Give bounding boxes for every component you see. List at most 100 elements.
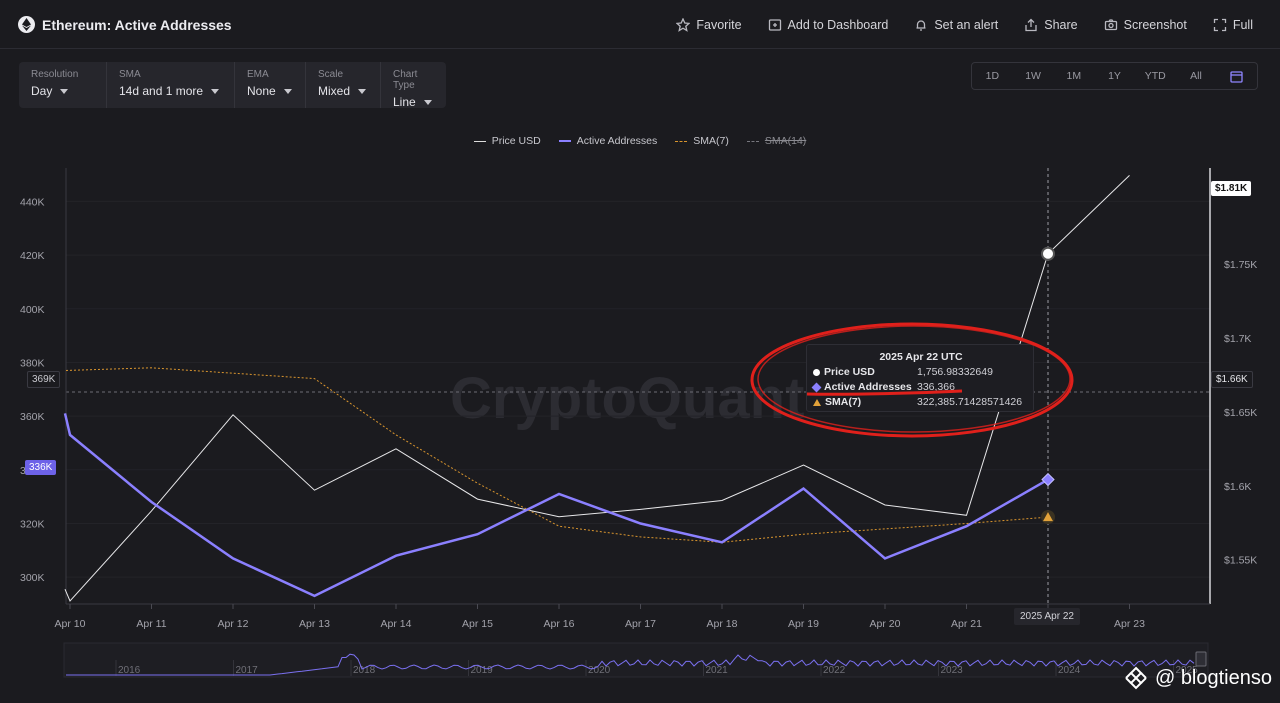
- range-1d[interactable]: 1D: [985, 70, 1000, 82]
- tooltip-row-active-addresses: Active Addresses 336,366: [811, 380, 1033, 394]
- legend-active-addresses[interactable]: Active Addresses: [558, 135, 658, 147]
- chevron-down-icon: [423, 99, 432, 105]
- axes: 300K320K340K360K380K400K420K440K$1.55K$1…: [20, 168, 1257, 605]
- chart-type-label: Chart Type: [393, 69, 418, 91]
- x-tick-label: Apr 15: [462, 618, 493, 630]
- range-1w[interactable]: 1W: [1025, 70, 1041, 82]
- share-label: Share: [1044, 17, 1078, 32]
- legend-swatch: [473, 140, 486, 142]
- screenshot-button[interactable]: Screenshot: [1091, 0, 1200, 49]
- x-tick-label: Apr 19: [788, 618, 819, 630]
- tooltip-row-price: Price USD 1,756.98332649: [813, 365, 1033, 379]
- legend-label: Active Addresses: [576, 135, 658, 147]
- active-addresses-left-badge: 336K: [25, 460, 57, 475]
- chart-controls: Resolution Day SMA 14d and 1 more EMA No…: [19, 62, 446, 109]
- tooltip-date: 2025 Apr 22 UTC: [879, 351, 963, 363]
- x-tick-label: Apr 21: [951, 618, 982, 630]
- navigator-year-label: 2022: [823, 665, 846, 676]
- scale-select[interactable]: Scale Mixed: [306, 62, 381, 108]
- y-right-tick-label: $1.65K: [1224, 407, 1257, 419]
- legend-label: Price USD: [491, 135, 541, 147]
- legend-sma14[interactable]: SMA(14): [746, 135, 807, 147]
- tooltip-row-sma7: SMA(7) 322,385.71428571426: [813, 395, 1033, 409]
- navigator-year-label: 2024: [1058, 665, 1081, 676]
- chart-legend: Price USD Active Addresses SMA(7) SMA(14…: [0, 135, 1280, 147]
- legend-swatch: [558, 140, 571, 142]
- legend-price-usd[interactable]: Price USD: [473, 135, 541, 147]
- crosshair-x-badge: 2025 Apr 22: [1014, 608, 1080, 625]
- share-button[interactable]: Share: [1011, 0, 1090, 49]
- y-right-tick-label: $1.6K: [1224, 481, 1251, 493]
- y-right-tick-label: $1.7K: [1224, 333, 1251, 345]
- navigator-year-label: 2017: [236, 665, 259, 676]
- range-all[interactable]: All: [1190, 70, 1202, 82]
- tooltip-series-name: Price USD: [824, 366, 875, 378]
- legend-label: SMA(14): [764, 135, 807, 147]
- ema-value: None: [247, 84, 276, 98]
- share-icon: [1025, 18, 1037, 31]
- watermark: CryptoQuant: [450, 366, 804, 431]
- navigator-year-label: 2020: [588, 665, 611, 676]
- x-tick-label: Apr 17: [625, 618, 656, 630]
- ethereum-logo-icon: [18, 16, 35, 33]
- x-tick-label: Apr 20: [870, 618, 901, 630]
- binance-logo-icon: [1125, 666, 1147, 690]
- range-selector: 1D 1W 1M 1Y YTD All: [971, 62, 1258, 90]
- scale-value: Mixed: [318, 84, 351, 98]
- y-left-tick-label: 380K: [20, 357, 45, 369]
- range-1m[interactable]: 1M: [1066, 70, 1082, 82]
- price-hover-marker: [1041, 246, 1055, 261]
- favorite-button[interactable]: Favorite: [663, 0, 754, 49]
- camera-icon: [1104, 18, 1117, 30]
- credit-watermark: @ blogtienso: [1123, 665, 1272, 691]
- chevron-down-icon: [283, 88, 292, 94]
- dashboard-add-icon: [768, 18, 781, 31]
- chevron-down-icon: [358, 88, 367, 94]
- y-left-tick-label: 360K: [20, 411, 45, 423]
- x-axis-labels: Apr 10 Apr 11 Apr 12 Apr 13 Apr 14 Apr 15 Apr …: [55, 604, 1145, 630]
- chart-type-select[interactable]: Chart Type Line: [381, 62, 446, 109]
- range-ytd[interactable]: YTD: [1144, 70, 1166, 82]
- star-icon: [676, 17, 691, 32]
- scale-label: Scale: [318, 69, 344, 80]
- full-label: Full: [1232, 17, 1253, 32]
- resolution-select[interactable]: Resolution Day: [19, 62, 107, 108]
- navigator-history-line: [66, 653, 1195, 676]
- favorite-label: Favorite: [696, 17, 742, 32]
- active-addresses-hover-marker: [1041, 472, 1055, 487]
- sma-select[interactable]: SMA 14d and 1 more: [107, 62, 235, 108]
- x-tick-label: Apr 13: [299, 618, 330, 630]
- chart-type-value: Line: [393, 95, 416, 109]
- active-addresses-line: [63, 413, 1049, 598]
- legend-sma7[interactable]: SMA(7): [675, 135, 729, 147]
- y-left-tick-label: 320K: [20, 518, 45, 530]
- y-left-tick-label: 400K: [20, 304, 45, 316]
- tooltip-series-value: 336,366: [917, 381, 955, 393]
- x-tick-label: Apr 11: [136, 618, 166, 630]
- resolution-label: Resolution: [31, 69, 79, 80]
- add-to-dashboard-button[interactable]: Add to Dashboard: [755, 0, 902, 49]
- navigator-year-label: 2021: [706, 665, 729, 676]
- chevron-down-icon: [60, 88, 69, 94]
- sma7-hover-marker: [1043, 512, 1053, 522]
- navigator-handle[interactable]: [1195, 651, 1207, 667]
- triangle-marker-icon: [813, 398, 821, 406]
- ema-select[interactable]: EMA None: [235, 62, 306, 108]
- calendar-button[interactable]: [1216, 70, 1257, 83]
- screenshot-label: Screenshot: [1123, 17, 1187, 32]
- legend-swatch: [675, 140, 688, 142]
- full-screen-button[interactable]: Full: [1200, 0, 1266, 49]
- series-lines: [63, 175, 1130, 602]
- set-alert-button[interactable]: Set an alert: [901, 0, 1011, 49]
- ema-label: EMA: [247, 69, 269, 80]
- tooltip-series-value: 322,385.71428571426: [917, 396, 1023, 408]
- price-top-right-badge: $1.81K: [1211, 181, 1252, 196]
- navigator-year-label: 2018: [353, 665, 376, 676]
- range-navigator[interactable]: 2016 2017 2018 2019 2020 2021 2022 2023 2024 2025: [63, 642, 1209, 678]
- navigator-track: [63, 642, 1209, 678]
- top-bar: Ethereum: Active Addresses Favorite Add …: [0, 0, 1280, 49]
- range-1y[interactable]: 1Y: [1108, 70, 1121, 82]
- y-left-tick-label: 300K: [20, 572, 45, 584]
- x-tick-label: Apr 14: [381, 618, 412, 630]
